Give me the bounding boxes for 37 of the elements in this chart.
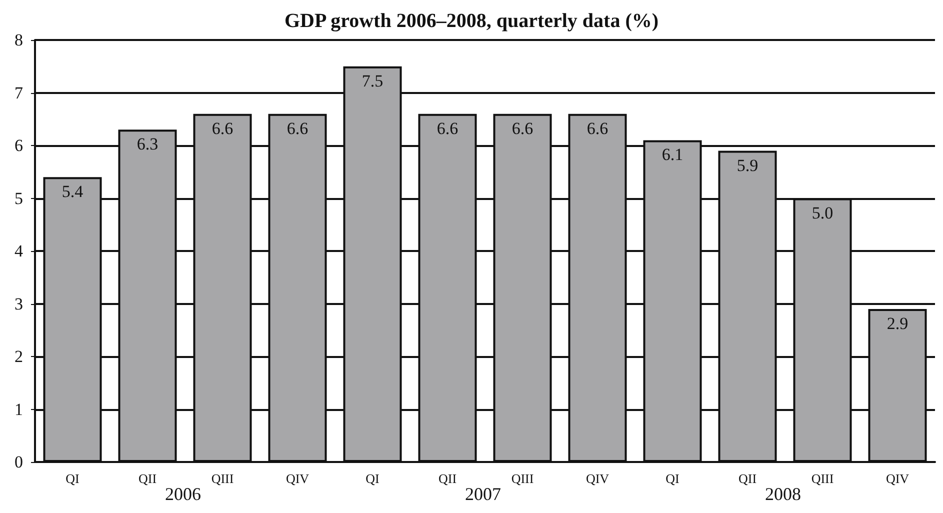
y-tick-label: 0 bbox=[14, 452, 23, 472]
y-tick-label: 4 bbox=[14, 242, 24, 260]
y-tick-label: 7 bbox=[14, 83, 24, 102]
data-label: 6.3 bbox=[136, 134, 158, 154]
x-tick-label: QIII bbox=[211, 471, 234, 486]
data-label: 6.6 bbox=[286, 118, 308, 138]
text: 2008 bbox=[765, 484, 801, 504]
text: 2006 bbox=[165, 484, 201, 504]
data-label: 5.9 bbox=[736, 156, 758, 175]
chart-title: GDP growth 2006–2008, quarterly data (%) bbox=[284, 10, 659, 32]
x-tick-label: QIII bbox=[811, 471, 834, 486]
data-label: 2.9 bbox=[886, 314, 908, 334]
text: 2007 bbox=[465, 484, 501, 504]
data-label: 6.6 bbox=[212, 118, 234, 138]
y-tick-label: 8 bbox=[14, 30, 23, 50]
y-tick-label: 6 bbox=[14, 136, 23, 155]
x-tick-label: QI bbox=[666, 471, 680, 486]
x-tick-label: QI bbox=[366, 471, 380, 486]
data-label: 6.1 bbox=[662, 145, 684, 164]
data-label: 6.6 bbox=[436, 118, 458, 138]
x-tick-label: QII bbox=[738, 471, 757, 486]
y-tick-label: 1 bbox=[14, 400, 23, 419]
y-tick-label: 5 bbox=[14, 188, 23, 208]
data-label: 6.6 bbox=[512, 118, 534, 138]
y-tick-label: 2 bbox=[14, 347, 23, 366]
data-label: 5.0 bbox=[812, 203, 834, 222]
x-tick-label: QIV bbox=[286, 471, 310, 486]
x-tick-label: QII bbox=[138, 471, 157, 486]
data-label: 5.4 bbox=[62, 182, 84, 202]
x-tick-label: QII bbox=[438, 471, 457, 486]
x-tick-label: QIV bbox=[586, 471, 610, 486]
x-tick-label: QIV bbox=[886, 471, 910, 486]
y-tick-label: 3 bbox=[14, 294, 23, 314]
x-tick-label: QI bbox=[66, 471, 80, 486]
data-label: 7.5 bbox=[362, 71, 384, 90]
x-tick-label: QIII bbox=[511, 471, 534, 486]
data-label: 6.6 bbox=[586, 118, 608, 138]
